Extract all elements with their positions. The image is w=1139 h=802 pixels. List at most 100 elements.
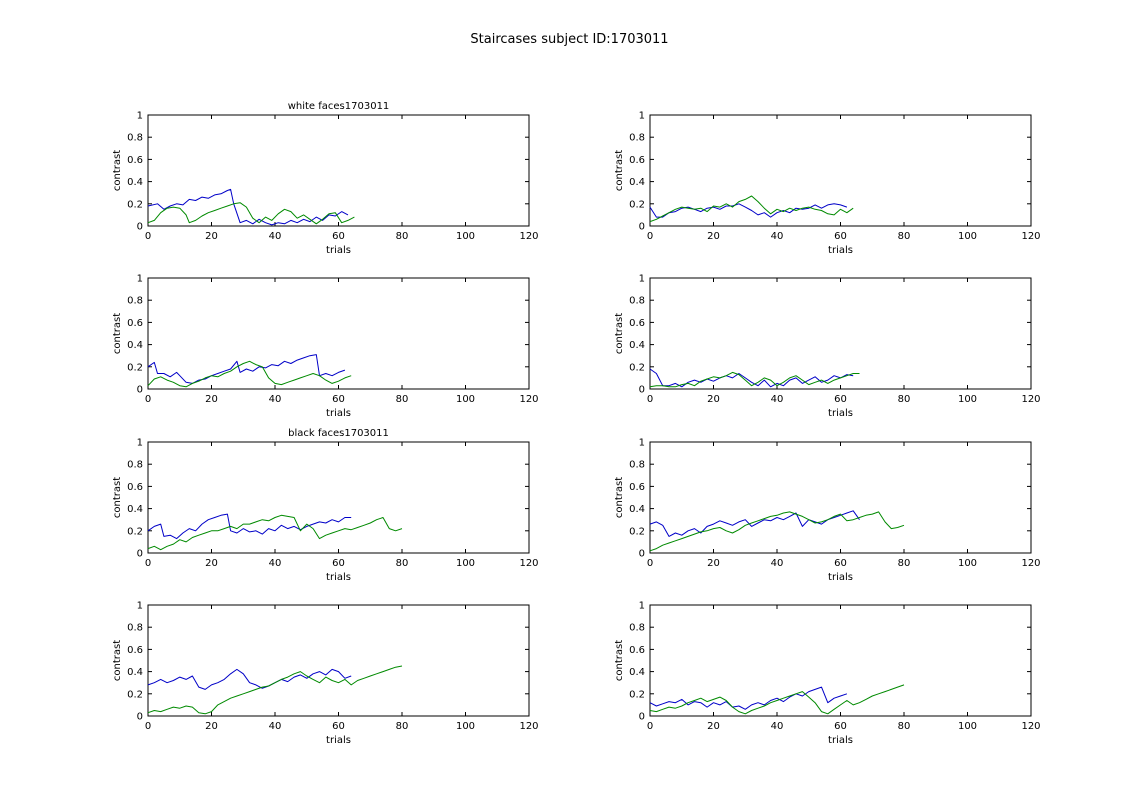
x-tick-label: 40	[269, 721, 282, 732]
y-tick-label: 0	[137, 712, 143, 723]
x-tick-label: 60	[834, 721, 847, 732]
y-tick-label: 1	[639, 274, 645, 285]
y-tick-label: 0.4	[127, 504, 143, 515]
x-tick-label: 80	[396, 558, 409, 569]
x-tick-label: 60	[332, 558, 345, 569]
y-tick-label: 0.2	[127, 526, 143, 537]
y-tick-label: 0.8	[629, 296, 645, 307]
series-line-blue	[147, 513, 352, 540]
subplot-5: 0 20 40 60 80 100 120 0 0.2 0.4 0.6 0.8 1 trials contr…	[112, 428, 539, 583]
subplot-1: 0 20 40 60 80 100 120 0 0.2 0.4 0.6 0.8 1 trials contr…	[112, 101, 539, 256]
x-tick-label: 100	[456, 231, 475, 242]
y-axis-label: contrast	[614, 640, 625, 681]
x-tick-label: 0	[145, 721, 151, 732]
subplot-title: white faces1703011	[288, 101, 390, 112]
x-axis-label: trials	[828, 572, 853, 583]
axes-box	[147, 277, 530, 390]
x-tick-label: 80	[396, 721, 409, 732]
x-tick-label: 120	[519, 558, 538, 569]
x-tick-label: 0	[647, 721, 653, 732]
subplot-7: 0 20 40 60 80 100 120 0 0.2 0.4 0.6 0.8 1 trials contr…	[112, 601, 539, 747]
series-line-blue	[147, 668, 352, 690]
y-tick-label: 1	[639, 111, 645, 122]
y-tick-label: 0.6	[629, 318, 645, 329]
x-tick-label: 60	[834, 231, 847, 242]
x-tick-label: 0	[647, 558, 653, 569]
x-tick-label: 100	[958, 721, 977, 732]
y-tick-label: 0	[639, 385, 645, 396]
y-tick-label: 0.2	[629, 689, 645, 700]
subplot-6: 0 20 40 60 80 100 120 0 0.2 0.4 0.6 0.8 1 trials contr…	[614, 438, 1041, 584]
y-tick-label: 0.6	[127, 482, 143, 493]
x-tick-label: 80	[898, 558, 911, 569]
y-tick-label: 0.6	[127, 645, 143, 656]
x-tick-label: 60	[834, 558, 847, 569]
axes-box	[649, 441, 1032, 554]
x-tick-label: 20	[707, 231, 720, 242]
x-tick-label: 40	[269, 231, 282, 242]
x-tick-label: 60	[834, 394, 847, 405]
y-tick-label: 0.8	[127, 296, 143, 307]
x-tick-label: 80	[898, 231, 911, 242]
y-tick-label: 0.4	[127, 340, 143, 351]
y-tick-label: 0.6	[127, 318, 143, 329]
x-tick-label: 40	[771, 558, 784, 569]
x-tick-label: 20	[707, 394, 720, 405]
x-tick-label: 20	[205, 231, 218, 242]
x-tick-label: 80	[898, 721, 911, 732]
x-axis-label: trials	[326, 245, 351, 256]
y-tick-label: 0.6	[629, 155, 645, 166]
y-tick-label: 0.6	[127, 155, 143, 166]
subplot-title: black faces1703011	[288, 428, 389, 439]
axes-box	[649, 277, 1032, 390]
y-tick-label: 0.2	[629, 199, 645, 210]
x-tick-label: 100	[958, 394, 977, 405]
y-tick-label: 0.8	[629, 460, 645, 471]
subplot-4: 0 20 40 60 80 100 120 0 0.2 0.4 0.6 0.8 1 trials contr…	[614, 274, 1041, 420]
x-tick-label: 0	[145, 231, 151, 242]
x-tick-label: 0	[145, 558, 151, 569]
y-tick-label: 1	[639, 601, 645, 612]
series-line-blue	[147, 188, 349, 226]
x-axis-label: trials	[326, 408, 351, 419]
x-tick-label: 120	[519, 394, 538, 405]
x-axis-label: trials	[828, 408, 853, 419]
x-tick-label: 120	[1021, 394, 1040, 405]
x-tick-label: 40	[771, 394, 784, 405]
y-tick-label: 0.4	[629, 667, 645, 678]
x-tick-label: 100	[456, 394, 475, 405]
y-tick-label: 0	[137, 549, 143, 560]
subplot-2: 0 20 40 60 80 100 120 0 0.2 0.4 0.6 0.8 1 trials contr…	[614, 111, 1041, 257]
x-tick-label: 60	[332, 721, 345, 732]
series-line-green	[147, 360, 352, 388]
series-line-green	[649, 195, 854, 223]
x-tick-label: 120	[1021, 721, 1040, 732]
y-axis-label: contrast	[614, 477, 625, 518]
y-tick-label: 0.6	[629, 482, 645, 493]
series-line-green	[147, 665, 403, 715]
y-tick-label: 0	[639, 712, 645, 723]
y-tick-label: 1	[137, 438, 143, 449]
figure-suptitle: Staircases subject ID:1703011	[470, 32, 669, 47]
x-tick-label: 100	[456, 558, 475, 569]
x-tick-label: 100	[456, 721, 475, 732]
x-tick-label: 0	[145, 394, 151, 405]
y-tick-label: 1	[137, 601, 143, 612]
x-axis-label: trials	[326, 735, 351, 746]
x-tick-label: 40	[269, 394, 282, 405]
y-axis-label: contrast	[112, 150, 123, 191]
y-tick-label: 0.2	[127, 362, 143, 373]
axes-box	[147, 441, 530, 554]
y-tick-label: 0	[639, 222, 645, 233]
x-tick-label: 100	[958, 231, 977, 242]
series-line-blue	[649, 203, 848, 218]
y-tick-label: 0	[639, 549, 645, 560]
y-tick-label: 0.2	[629, 526, 645, 537]
series-line-blue	[147, 354, 346, 384]
series-line-green	[649, 371, 860, 388]
x-tick-label: 20	[205, 721, 218, 732]
x-tick-label: 120	[1021, 231, 1040, 242]
axes-box	[147, 114, 530, 227]
x-axis-label: trials	[828, 245, 853, 256]
